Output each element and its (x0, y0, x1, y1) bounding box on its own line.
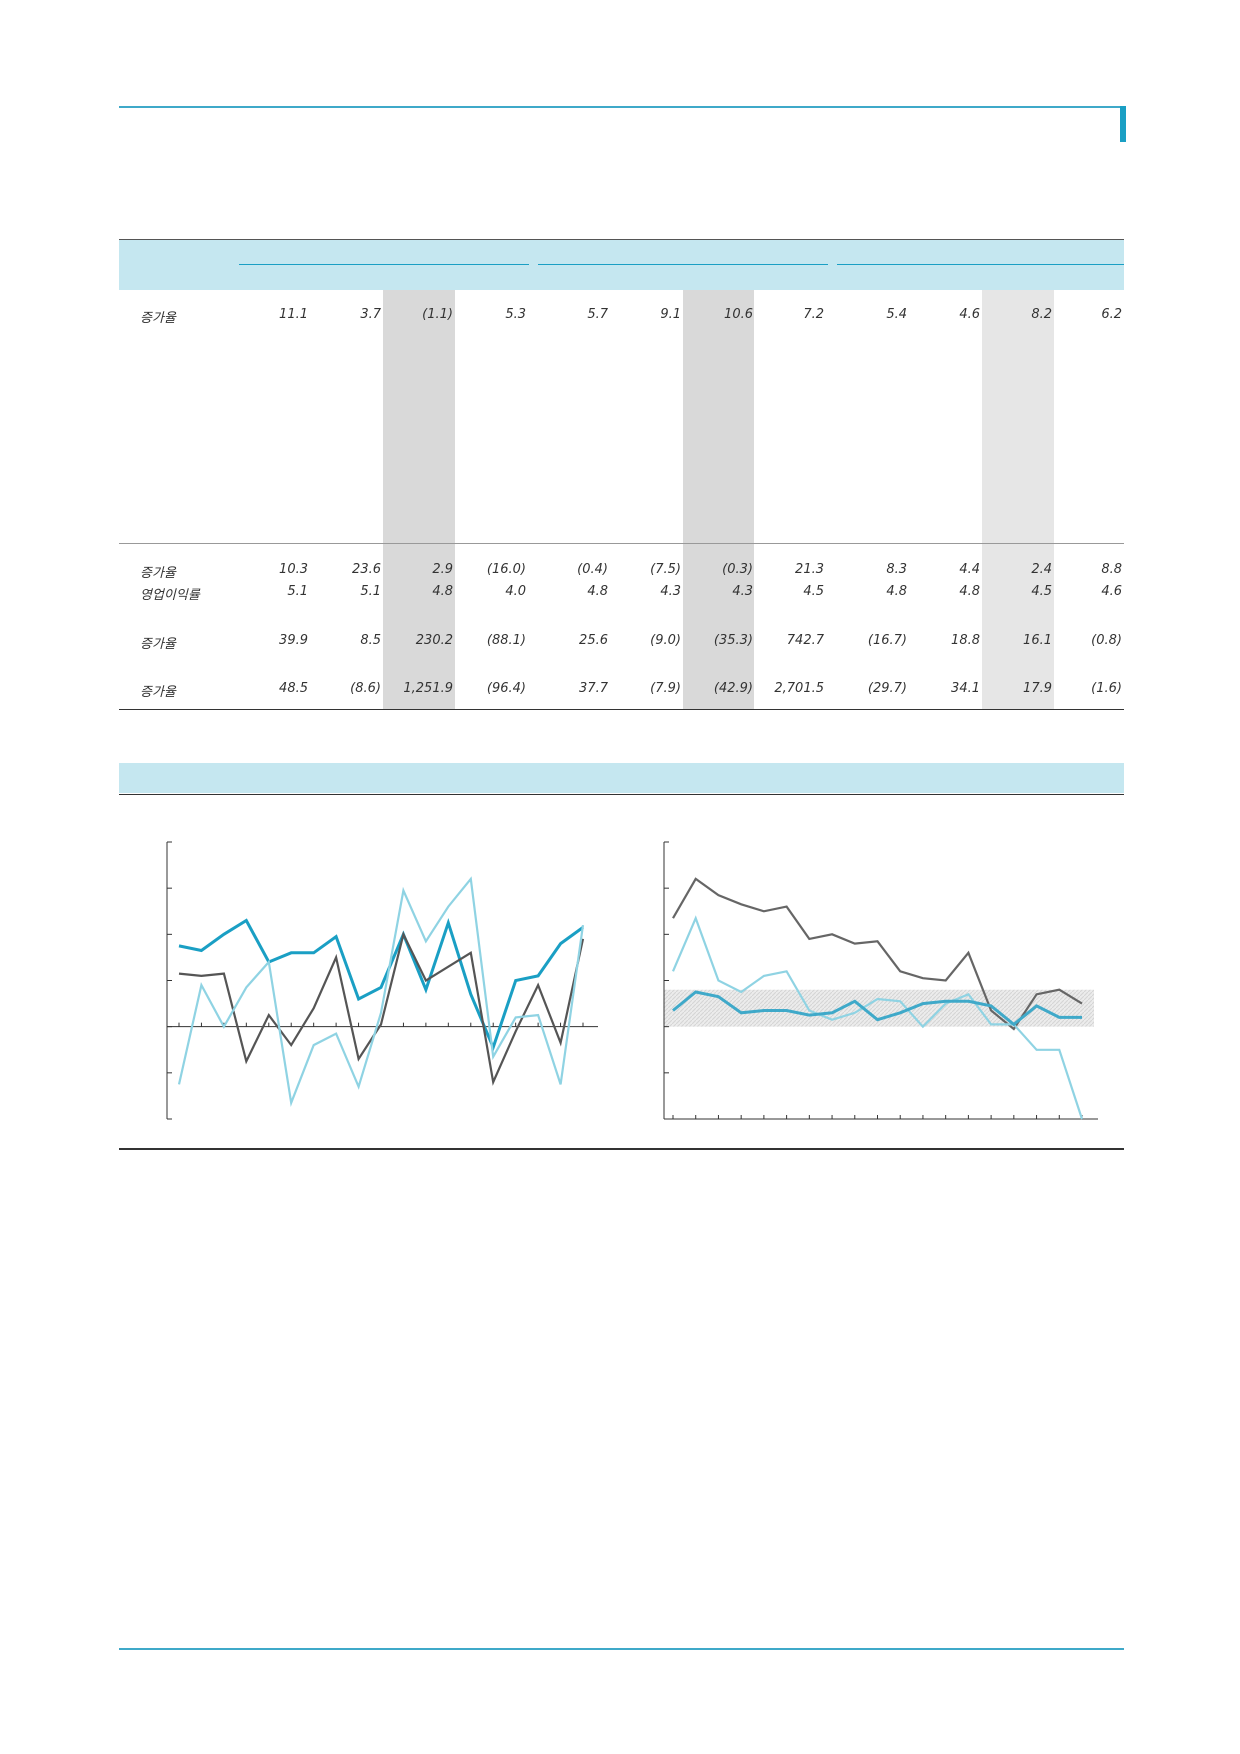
row-label: 증가율 (140, 311, 176, 326)
table-cell: 8.5 (360, 633, 381, 648)
column-separator (610, 290, 611, 710)
table-cell: 7.2 (803, 307, 824, 322)
table-cell: 18.8 (951, 633, 980, 648)
table-cell: 2,701.5 (774, 681, 824, 696)
table-cell: 1,251.9 (403, 681, 453, 696)
table-cell: 25.6 (579, 633, 608, 648)
table-cell: 8.3 (886, 562, 907, 577)
table-cell: 5.1 (360, 584, 381, 599)
shaded-column-1 (383, 290, 455, 710)
table-cell: 4.6 (959, 307, 980, 322)
top-rule (119, 106, 1124, 108)
bottom-rule (119, 1648, 1124, 1650)
table-cell: (1.6) (1091, 681, 1122, 696)
table-cell: 10.6 (724, 307, 753, 322)
table-cell: 2.4 (1031, 562, 1052, 577)
table-cell: 742.7 (786, 633, 824, 648)
table-cell: 21.3 (795, 562, 824, 577)
table-cell: (42.9) (713, 681, 753, 696)
header-group-rule-1 (239, 264, 529, 265)
table-cell: (96.4) (486, 681, 526, 696)
row-label: 증가율 (140, 685, 176, 700)
table-cell: (1.1) (422, 307, 453, 322)
table-cell: (0.4) (577, 562, 608, 577)
table-cell: 4.0 (505, 584, 526, 599)
table-cell: (16.0) (486, 562, 526, 577)
table-cell: 8.8 (1101, 562, 1122, 577)
table-cell: 5.4 (886, 307, 907, 322)
table-cell: 23.6 (352, 562, 381, 577)
table-cell: 4.8 (432, 584, 453, 599)
column-separator (754, 290, 755, 710)
table-cell: 4.3 (660, 584, 681, 599)
table-cell: 34.1 (951, 681, 980, 696)
left-line-chart (166, 841, 598, 1120)
table-cell: 5.7 (587, 307, 608, 322)
table-cell: 4.8 (886, 584, 907, 599)
chart-section-header (119, 763, 1124, 793)
table-cell: (35.3) (713, 633, 753, 648)
reference-band (664, 989, 1094, 1027)
shaded-column-3 (982, 290, 1054, 710)
chart-section-rule (119, 794, 1124, 795)
table-cell: (88.1) (486, 633, 526, 648)
table-cell: 4.8 (959, 584, 980, 599)
header-group-rule-2 (538, 264, 828, 265)
table-bottom-rule (119, 709, 1124, 710)
table-cell: 5.3 (505, 307, 526, 322)
table-cell: 48.5 (279, 681, 308, 696)
table-cell: 3.7 (360, 307, 381, 322)
table-cell: 10.3 (279, 562, 308, 577)
table-top-rule (119, 239, 1124, 240)
table-cell: 4.5 (803, 584, 824, 599)
table-cell: (29.7) (867, 681, 907, 696)
table-cell: 4.3 (732, 584, 753, 599)
table-cell: 230.2 (415, 633, 453, 648)
series-line (672, 990, 1082, 1027)
table-cell: 5.1 (287, 584, 308, 599)
table-cell: 4.8 (587, 584, 608, 599)
table-cell: 4.5 (1031, 584, 1052, 599)
table-cell: (8.6) (350, 681, 381, 696)
table-cell: (0.3) (722, 562, 753, 577)
header-group-rule-3 (837, 264, 1124, 265)
table-cell: (0.8) (1091, 633, 1122, 648)
table-cell: 4.6 (1101, 584, 1122, 599)
data-table: 증가율 11.1 3.7 (1.1) 5.3 5.7 9.1 10.6 7.2 5.4 4.6 8.2… (0, 0, 1240, 720)
table-cell: 4.4 (959, 562, 980, 577)
row-label: 증가율 (140, 637, 176, 652)
table-cell: (7.5) (650, 562, 681, 577)
row-label: 영업이익률 (140, 588, 200, 603)
table-cell: 2.9 (432, 562, 453, 577)
series-line (672, 877, 1083, 1031)
shaded-column-2 (683, 290, 755, 710)
table-cell: 37.7 (579, 681, 608, 696)
page-marker (1120, 106, 1126, 142)
table-cell: (16.7) (867, 633, 907, 648)
table-cell: 16.1 (1023, 633, 1052, 648)
series-line (177, 876, 585, 1107)
section-rule (119, 543, 1124, 544)
table-cell: (7.9) (650, 681, 681, 696)
table-cell: (9.0) (650, 633, 681, 648)
table-cell: 6.2 (1101, 307, 1122, 322)
series-line (178, 917, 584, 1052)
column-separator (834, 290, 835, 710)
table-cell: 9.1 (660, 307, 681, 322)
table-cell: 8.2 (1031, 307, 1052, 322)
chart-section-bottom-rule (119, 1148, 1124, 1150)
table-cell: 17.9 (1023, 681, 1052, 696)
table-cell: 39.9 (279, 633, 308, 648)
series-line (178, 931, 585, 1086)
table-cell: 11.1 (279, 307, 308, 322)
row-label: 증가율 (140, 566, 176, 581)
table-header (119, 240, 1124, 290)
right-line-chart (663, 841, 1098, 1120)
